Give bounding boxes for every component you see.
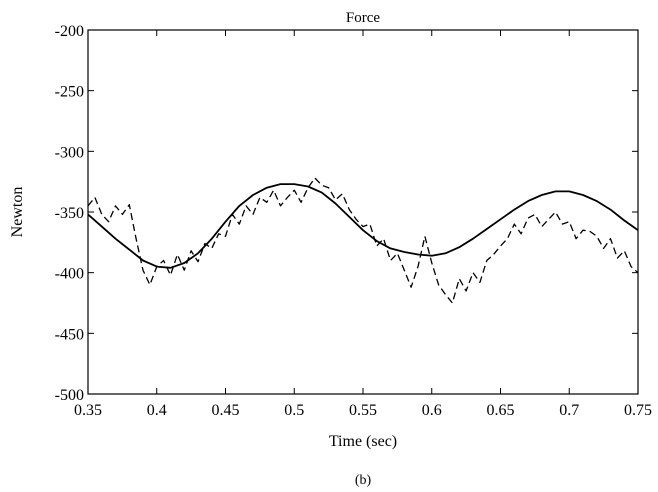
y-tick-label: -450 xyxy=(55,326,84,343)
x-axis-label: Time (sec) xyxy=(329,433,397,450)
x-tick-label: 0.45 xyxy=(212,402,240,419)
ticks-layer: 0.35 0.4 0.45 0.5 0.55 0.6 0.65 0.7 0.75 -200 -250… xyxy=(55,23,652,419)
y-tick-label: -200 xyxy=(55,23,84,40)
x-tick-label: 0.35 xyxy=(74,402,102,419)
figure-caption: (b) xyxy=(355,473,372,488)
x-tick-label: 0.55 xyxy=(349,402,377,419)
x-tick-label: 0.5 xyxy=(284,402,304,419)
series-line-dashed xyxy=(87,177,639,304)
y-tick-label: -300 xyxy=(55,144,84,161)
x-tick-label: 0.65 xyxy=(487,402,515,419)
series-layer xyxy=(87,177,639,304)
y-axis-label: Newton xyxy=(9,187,26,238)
y-tick-label: -500 xyxy=(55,387,84,404)
y-tick-label: -350 xyxy=(55,205,84,222)
x-tick-label: 0.4 xyxy=(147,402,167,419)
y-tick-label: -400 xyxy=(55,266,84,283)
x-tick-label: 0.75 xyxy=(624,402,652,419)
y-tick-label: -250 xyxy=(55,84,84,101)
chart-title: Force xyxy=(346,10,380,26)
series-line-solid xyxy=(87,183,639,269)
x-tick-label: 0.7 xyxy=(559,402,579,419)
plot-frame xyxy=(87,29,639,395)
x-tick-label: 0.6 xyxy=(422,402,442,419)
